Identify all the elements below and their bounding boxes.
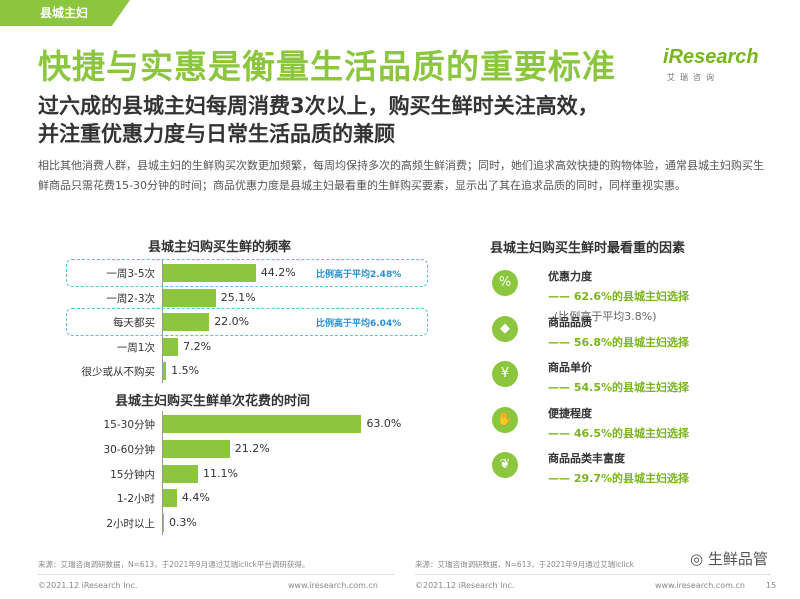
wechat-icon: ◎ [690,550,708,568]
footer-divider-right [415,574,771,575]
value-label: 22.0% [214,315,250,328]
value-label: 0.3% [168,516,197,530]
subtitle-line-2: 并注重优惠力度与日常生活品质的兼顾 [38,122,395,146]
factor-name: 商品品质 [548,315,592,329]
category-label: 15-30分钟 [103,419,155,431]
logo-subtext: 艾瑞咨询 [667,73,719,82]
value-label: 44.2% [260,266,296,279]
category-label: 很少或从不购买 [81,366,156,378]
frequency-chart-title: 县城主妇购买生鲜的频率 [148,240,292,255]
value-label: 4.4% [181,491,210,505]
highlight-note: 比例高于平均2.48% [316,270,402,280]
factor-note: (比例高于平均3.8%) [554,310,657,323]
bar [163,514,164,533]
url-left: www.iresearch.com.cn [288,581,378,590]
category-label: 一周1次 [116,341,155,354]
convenience-hand-icon: ✋ [492,406,518,433]
category-label: 15分钟内 [110,468,155,481]
bar [163,337,179,356]
category-label: 一周3-5次 [106,268,155,280]
factor-value: —— 56.8%的县城主妇选择 [548,335,689,349]
time-chart-title: 县城主妇购买生鲜单次花费的时间 [115,394,311,409]
diamond-icon: ◆ [492,315,518,342]
copyright-left: ©2021.12 iResearch Inc. [38,581,138,590]
factors-title: 县城主妇购买生鲜时最看重的因素 [490,241,686,256]
value-label: 63.0% [366,417,402,430]
category-label: 一周2-3次 [106,292,155,305]
highlight-note: 比例高于平均6.04% [316,319,402,329]
factor-name: 优惠力度 [548,270,592,283]
variety-plant-icon: ❦ [492,452,518,478]
source-right: 来源：艾瑞咨询调研数据，N=613，于2021年9月通过艾瑞iclick [415,560,634,569]
factor-name: 商品品类丰富度 [548,452,625,465]
subtitle: 过六成的县城主妇每周消费3次以上，购买生鲜时关注高效， 并注重优惠力度与日常生活… [38,92,768,148]
bar [163,439,230,458]
bar [163,362,167,380]
factor-value: —— 29.7%的县城主妇选择 [548,472,689,485]
factor-value: —— 62.6%的县城主妇选择 [548,290,689,303]
iresearch-logo: iResearch 艾瑞咨询 [663,42,768,86]
chart-axis [162,260,163,383]
bar [163,489,177,508]
copyright-right: ©2021.12 iResearch Inc. [415,581,515,590]
url-right: www.iresearch.com.cn [655,581,745,590]
highlight-box [66,259,428,287]
watermark: ◎ 生鲜品管 [690,548,768,569]
value-label: 11.1% [202,466,238,480]
highlight-box [66,308,428,336]
category-label: 2小时以上 [106,518,155,531]
discount-icon: % [492,270,518,296]
factor-name: 商品单价 [548,361,592,374]
footer-divider-left [38,574,394,575]
category-label: 30-60分钟 [103,443,155,456]
factor-value: —— 46.5%的县城主妇选择 [548,426,689,440]
bar [163,464,198,483]
factor-name: 便捷程度 [548,406,592,420]
page-title: 快捷与实惠是衡量生活品质的重要标准 [38,47,616,86]
description: 相比其他消费人群，县城主妇的生鲜购买次数更加频繁，每周均保持多次的高频生鲜消费；… [38,159,764,192]
value-label: 7.2% [183,339,212,353]
yen-icon: ¥ [492,361,518,387]
logo-wordmark: iResearch [663,46,759,68]
page-number: 15 [766,581,777,590]
chart-axis [162,411,163,535]
bar [163,415,362,433]
section-tag: 县城主妇 [0,0,130,26]
category-label: 每天都买 [113,317,155,329]
source-left: 来源：艾瑞咨询调研数据，N=613，于2021年9月通过艾瑞iclick平台调研… [38,560,310,569]
value-label: 1.5% [171,364,200,377]
value-label: 21.2% [234,441,270,455]
watermark-text: 生鲜品管 [707,550,768,568]
bar [163,313,210,331]
factor-value: —— 54.5%的县城主妇选择 [548,381,689,394]
bar [163,264,256,282]
category-label: 1-2小时 [116,493,155,506]
subtitle-line-1: 过六成的县城主妇每周消费3次以上，购买生鲜时关注高效， [38,94,599,118]
bar [163,288,216,307]
value-label: 25.1% [220,290,256,304]
